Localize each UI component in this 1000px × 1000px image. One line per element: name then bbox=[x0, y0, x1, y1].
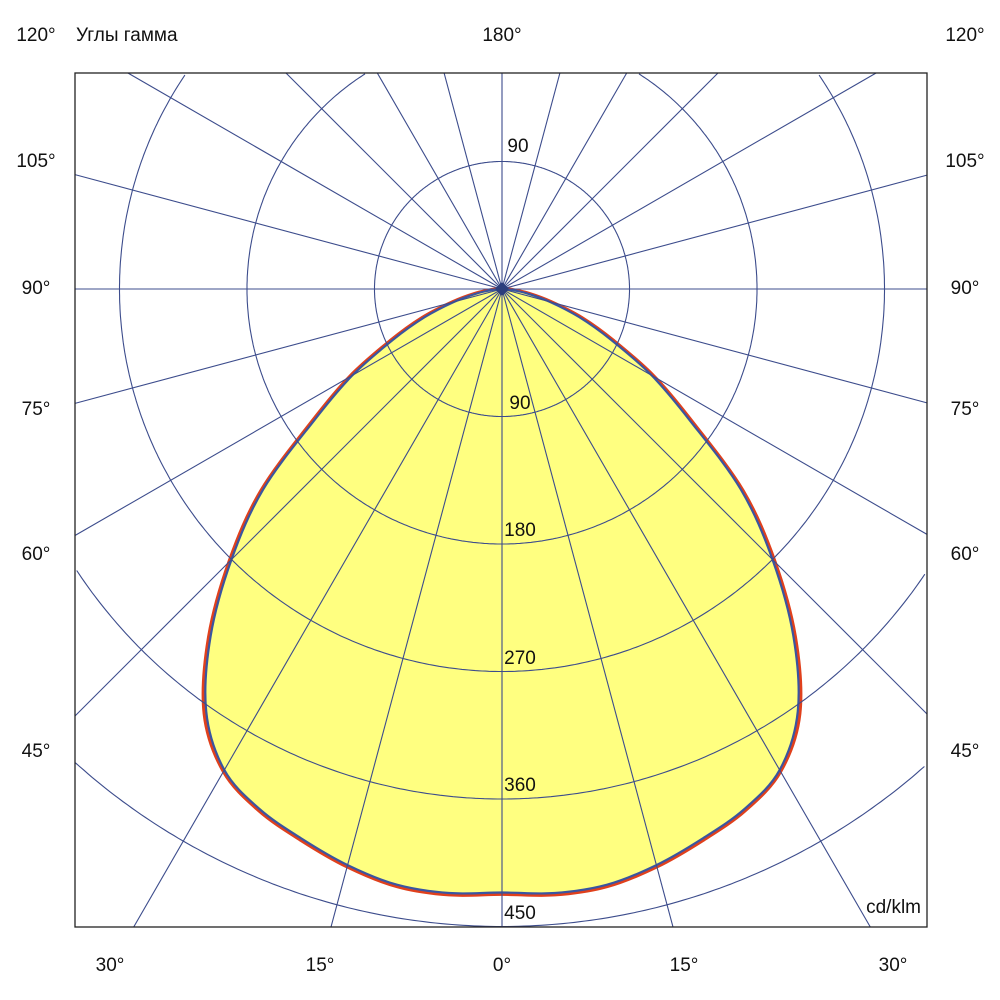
top-angle-label: 180° bbox=[482, 25, 522, 46]
bottom-angle-label: 0° bbox=[492, 955, 512, 976]
right-angle-label: 105° bbox=[945, 151, 985, 172]
grid-radial-line bbox=[74, 288, 503, 404]
grid-radial-line bbox=[501, 72, 561, 290]
grid-radial-line bbox=[133, 288, 503, 928]
right-angle-label: 45° bbox=[950, 741, 980, 762]
ring-label: 450 bbox=[504, 902, 536, 924]
bottom-angle-label: 15° bbox=[305, 955, 335, 976]
grid-radial-line bbox=[501, 288, 928, 535]
right-angle-label: 90° bbox=[950, 278, 980, 299]
left-angle-label: 75° bbox=[21, 399, 51, 420]
grid-radial-line bbox=[285, 72, 503, 290]
ring-label: 270 bbox=[504, 647, 536, 669]
right-angle-label: 60° bbox=[950, 544, 980, 565]
left-angle-label: 60° bbox=[21, 544, 51, 565]
bottom-angle-label: 30° bbox=[95, 955, 125, 976]
ring-label: 90 bbox=[509, 392, 531, 414]
center-marker bbox=[495, 282, 509, 296]
grid-radial-line bbox=[501, 288, 674, 928]
grid-radial-line bbox=[501, 72, 628, 290]
ring-label: 360 bbox=[504, 775, 536, 796]
grid-radial-line bbox=[127, 72, 503, 290]
grid-ring bbox=[76, 570, 926, 800]
grid-radial-line bbox=[330, 288, 503, 928]
grid-radial-line bbox=[443, 72, 503, 290]
grid-radial-line bbox=[74, 174, 503, 290]
grid-radial-line bbox=[501, 288, 871, 928]
grid-ring bbox=[246, 73, 758, 545]
grid-radial-line bbox=[376, 72, 503, 290]
plot-frame bbox=[74, 72, 928, 928]
grid-radial-line bbox=[74, 288, 503, 536]
ring-label: 180 bbox=[504, 520, 536, 541]
unit-label: cd/klm bbox=[866, 897, 921, 918]
grid-radial-line bbox=[501, 174, 928, 290]
right-angle-label: 120° bbox=[945, 25, 985, 46]
angle-axis-label: Углы гамма bbox=[76, 25, 178, 46]
grid-ring bbox=[118, 74, 886, 673]
grid-radial-line bbox=[501, 72, 719, 290]
left-angle-label: 120° bbox=[16, 25, 56, 46]
grid-radial-line bbox=[501, 72, 877, 290]
bottom-angle-label: 15° bbox=[669, 955, 699, 976]
ring-label-upper: 90 bbox=[507, 136, 529, 157]
bottom-angle-label: 30° bbox=[878, 955, 908, 976]
grid-radial-line bbox=[501, 288, 928, 404]
grid-radial-line bbox=[501, 288, 928, 715]
grid-radial-line bbox=[74, 288, 503, 717]
left-angle-label: 45° bbox=[21, 741, 51, 762]
right-angle-label: 75° bbox=[950, 399, 980, 420]
left-angle-label: 90° bbox=[21, 278, 51, 299]
left-angle-label: 105° bbox=[16, 151, 56, 172]
